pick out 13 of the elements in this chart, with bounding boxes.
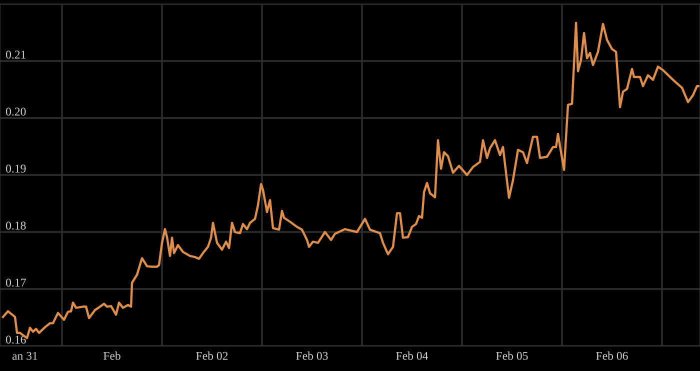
- x-tick-label: Feb 02: [196, 352, 228, 360]
- y-tick-label: 0.19: [6, 164, 26, 173]
- x-tick-label: Feb 06: [596, 352, 628, 360]
- x-tick-label: Feb 04: [396, 352, 428, 360]
- x-tick-label: an 31: [12, 352, 38, 360]
- y-tick-label: 0.20: [6, 108, 26, 116]
- x-tick-label: Feb 05: [496, 352, 528, 360]
- x-tick-label: Feb 03: [296, 352, 328, 360]
- y-tick-label: 0.21: [6, 50, 26, 59]
- y-tick-label: 0.17: [6, 278, 26, 287]
- y-tick-label: 0.18: [6, 222, 26, 230]
- y-tick-label: 0.16: [6, 336, 26, 344]
- x-tick-label: Feb: [104, 352, 120, 360]
